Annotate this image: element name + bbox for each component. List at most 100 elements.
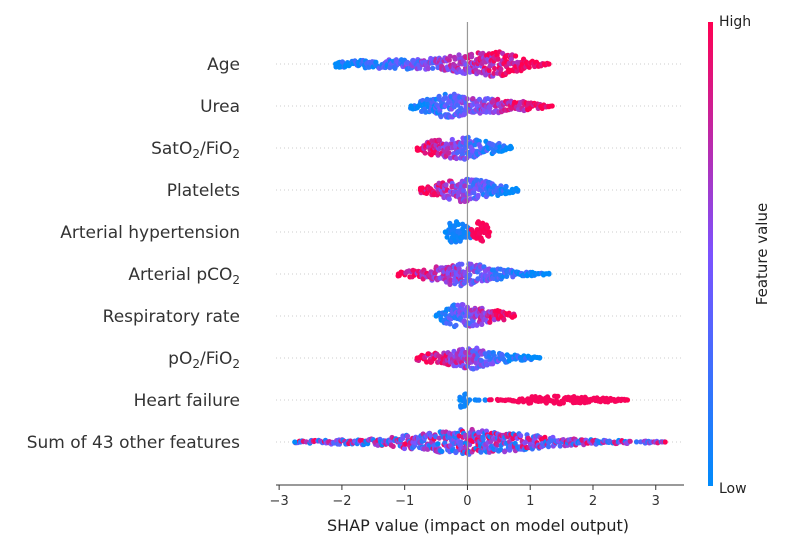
shap-point: [446, 150, 452, 156]
shap-point: [435, 441, 441, 447]
colorbar-high-label: High: [719, 14, 751, 30]
shap-point: [479, 238, 486, 244]
x-tick-label: 3: [652, 494, 660, 509]
shap-point: [506, 60, 512, 66]
shap-point: [462, 183, 468, 189]
shap-point: [467, 272, 473, 278]
shap-point: [404, 59, 410, 65]
feature-row: [276, 302, 684, 330]
shap-point: [542, 434, 548, 440]
shap-point: [447, 281, 453, 287]
shap-point: [447, 53, 453, 59]
shap-point: [467, 397, 473, 403]
shap-point: [488, 439, 494, 445]
feature-label: pO2/FiO2: [168, 349, 240, 371]
shap-point: [546, 271, 552, 277]
shap-point: [485, 225, 491, 231]
shap-point: [460, 187, 467, 193]
colorbar-low-label: Low: [719, 481, 747, 497]
shap-point: [515, 187, 521, 193]
shap-point: [448, 352, 454, 358]
shap-point: [458, 315, 464, 321]
shap-point: [462, 432, 469, 438]
shap-point: [478, 449, 484, 455]
shap-point: [442, 95, 449, 101]
shap-point: [442, 229, 449, 235]
shap-point: [469, 54, 475, 60]
shap-point: [451, 302, 457, 308]
shap-point: [449, 136, 455, 143]
shap-point: [532, 394, 539, 400]
shap-point: [438, 114, 444, 120]
x-tick-label: 1: [526, 494, 534, 509]
shap-point: [468, 144, 474, 150]
shap-point: [498, 447, 504, 453]
shap-point: [560, 400, 567, 406]
shap-point: [474, 322, 480, 328]
shap-point: [425, 66, 431, 72]
shap-point: [518, 433, 524, 439]
shap-point: [439, 448, 445, 454]
shap-point: [452, 56, 458, 62]
shap-point: [414, 355, 420, 361]
feature-row: [276, 49, 684, 79]
shap-point: [468, 226, 474, 233]
shap-point: [488, 397, 494, 403]
shap-point: [458, 105, 464, 111]
feature-label: Heart failure: [134, 391, 240, 411]
shap-point: [375, 442, 381, 448]
shap-point: [475, 192, 481, 198]
shap-point: [425, 446, 431, 452]
shap-point: [395, 271, 401, 277]
shap-point: [486, 233, 492, 239]
shap-point: [470, 96, 476, 102]
shap-point: [462, 391, 469, 397]
shap-point: [422, 150, 428, 156]
shap-point: [460, 302, 466, 308]
feature-label: Urea: [200, 97, 240, 117]
colorbar-title: Feature value: [753, 203, 771, 305]
feature-rows: [276, 49, 684, 457]
shap-point: [292, 439, 298, 445]
shap-point: [490, 142, 496, 148]
x-tick-label: −1: [395, 494, 414, 509]
shap-point: [408, 103, 414, 109]
shap-point: [476, 397, 482, 403]
shap-point: [333, 61, 339, 67]
shap-point: [447, 321, 453, 327]
shap-point: [446, 196, 452, 202]
shap-point: [494, 442, 500, 448]
feature-row: [276, 391, 684, 410]
shap-point: [627, 438, 633, 444]
shap-point: [492, 65, 498, 72]
shap-point: [495, 96, 501, 102]
shap-point: [495, 56, 501, 62]
shap-point: [503, 183, 509, 190]
shap-point: [491, 70, 497, 76]
shap-point: [455, 221, 462, 227]
shap-point: [405, 433, 411, 439]
shap-point: [339, 59, 345, 65]
shap-point: [482, 397, 488, 403]
x-tick-label: 0: [463, 494, 471, 509]
shap-point: [425, 351, 431, 357]
feature-row: [276, 345, 684, 372]
shap-point: [433, 313, 439, 319]
shap-point: [443, 182, 449, 188]
feature-row: [276, 219, 684, 245]
shap-point: [472, 142, 478, 148]
shap-point: [414, 145, 420, 151]
shap-point: [504, 273, 510, 279]
feature-row: [276, 91, 684, 120]
shap-point: [390, 443, 396, 449]
shap-point: [491, 97, 497, 103]
shap-point: [428, 152, 434, 158]
shap-point: [633, 439, 640, 445]
feature-row: [276, 426, 684, 457]
shap-point: [624, 397, 631, 403]
x-axis-title: SHAP value (impact on model output): [327, 516, 629, 535]
shap-point: [472, 186, 478, 192]
shap-point: [487, 319, 493, 325]
